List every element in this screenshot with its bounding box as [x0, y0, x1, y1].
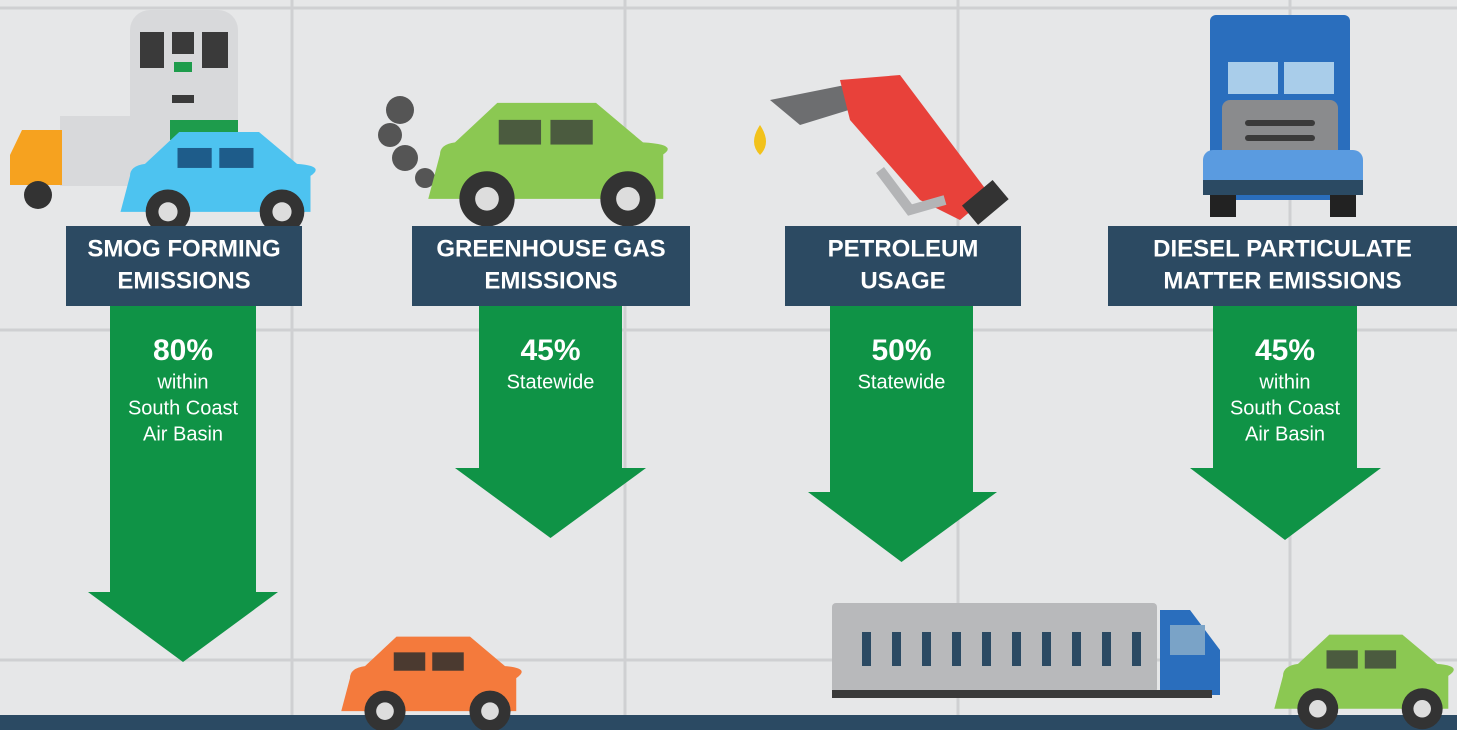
truck-wheel [24, 181, 52, 209]
car-hub [1413, 700, 1431, 718]
bottom-truck [832, 603, 1220, 698]
panel-title: DIESEL PARTICULATE [1153, 235, 1412, 262]
car-window [1365, 650, 1396, 668]
detail: Air Basin [1245, 423, 1325, 445]
car-hub [158, 202, 177, 221]
detail: South Coast [128, 397, 239, 419]
car-window [499, 120, 541, 145]
panel-title: EMISSIONS [117, 267, 250, 294]
car-window [550, 120, 592, 145]
percent: 45% [520, 334, 580, 367]
panel-title: SMOG FORMING [87, 235, 280, 262]
infographic: SMOG FORMING EMISSIONS 80% within South Coas… [0, 0, 1457, 730]
detail: within [156, 371, 208, 393]
car-window [178, 148, 212, 168]
detail: Statewide [507, 371, 595, 393]
car-hub [272, 202, 291, 221]
detail: Statewide [858, 371, 946, 393]
car-hub [376, 702, 394, 720]
car-window [394, 652, 426, 670]
percent: 45% [1255, 334, 1315, 367]
panel-title: EMISSIONS [484, 267, 617, 294]
panel-title: MATTER EMISSIONS [1163, 267, 1401, 294]
car-hub [481, 702, 499, 720]
percent: 80% [153, 334, 213, 367]
percent: 50% [871, 334, 931, 367]
car-hub [1309, 700, 1327, 718]
car-window [219, 148, 253, 168]
panel-title: GREENHOUSE GAS [436, 235, 665, 262]
car-hub [616, 187, 640, 211]
panel-title: USAGE [860, 267, 945, 294]
car-window [1327, 650, 1358, 668]
detail: South Coast [1230, 397, 1341, 419]
car-window [432, 652, 464, 670]
car-hub [475, 187, 499, 211]
detail: within [1258, 371, 1310, 393]
panel-title: PETROLEUM [828, 235, 979, 262]
detail: Air Basin [143, 423, 223, 445]
diesel-truck-icon [1203, 15, 1363, 217]
road-bar [0, 715, 1457, 730]
